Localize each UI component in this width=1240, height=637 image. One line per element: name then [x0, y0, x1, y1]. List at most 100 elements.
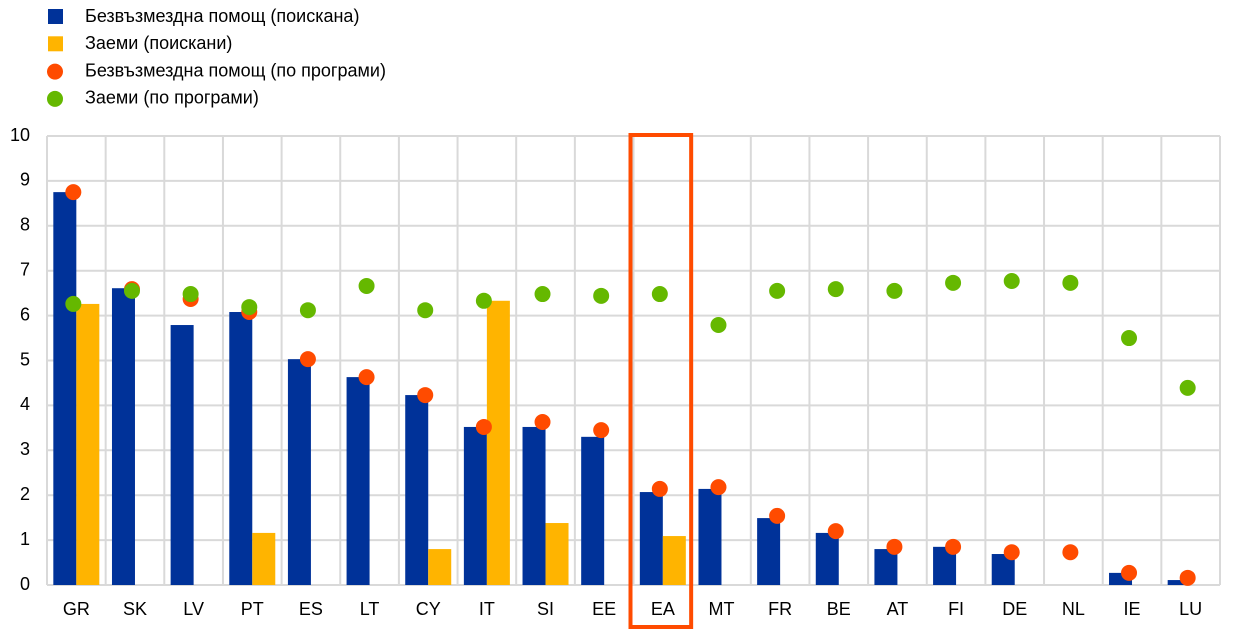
bar — [581, 436, 605, 585]
dot — [1062, 274, 1079, 291]
dot — [475, 418, 492, 435]
dot — [182, 286, 199, 303]
bar — [76, 303, 100, 585]
dot — [299, 302, 316, 319]
bar — [229, 312, 253, 585]
bar — [170, 325, 194, 585]
dot — [534, 414, 551, 431]
x-tick-label: NL — [1062, 599, 1085, 619]
dot — [123, 282, 140, 299]
x-tick-label: DE — [1002, 599, 1027, 619]
x-tick-label: LU — [1179, 599, 1202, 619]
dot — [358, 369, 375, 386]
dot — [651, 286, 668, 303]
bar — [933, 546, 957, 585]
dot — [417, 302, 434, 319]
legend-label: Безвъзмездна помощ (по програми) — [85, 60, 386, 80]
bar — [815, 532, 839, 585]
dot — [945, 274, 962, 291]
dot — [769, 282, 786, 299]
y-tick-label: 5 — [20, 349, 30, 369]
y-tick-label: 1 — [20, 529, 30, 549]
y-tick-label: 4 — [20, 394, 30, 414]
y-tick-label: 6 — [20, 304, 30, 324]
x-tick-label: SI — [537, 599, 554, 619]
bar — [111, 288, 135, 585]
x-tick-label: MT — [708, 599, 734, 619]
legend-swatch — [48, 36, 63, 52]
bar — [405, 395, 429, 585]
x-tick-label: FR — [768, 599, 792, 619]
bar — [545, 523, 569, 585]
dot — [710, 479, 727, 496]
dot — [1121, 330, 1138, 347]
bar — [698, 488, 722, 585]
x-tick-label: IT — [479, 599, 495, 619]
y-tick-label: 3 — [20, 439, 30, 459]
dot — [358, 277, 375, 294]
y-tick-label: 0 — [20, 574, 30, 594]
dot — [417, 387, 434, 404]
bar — [53, 192, 77, 585]
y-tick-label: 8 — [20, 215, 30, 235]
legend-swatch — [48, 9, 63, 24]
dot — [593, 287, 610, 304]
x-tick-label: CY — [416, 599, 441, 619]
legend-label: Заеми (поискани) — [85, 33, 232, 53]
legend-label: Заеми (по програми) — [85, 88, 259, 108]
dot — [886, 282, 903, 299]
dot — [710, 317, 727, 334]
x-tick-label: BE — [827, 599, 851, 619]
dot — [651, 480, 668, 497]
x-tick-label: IE — [1124, 599, 1141, 619]
x-tick-label: GR — [63, 599, 90, 619]
x-tick-label: EE — [592, 599, 616, 619]
y-tick-label: 10 — [10, 125, 30, 145]
dot — [534, 286, 551, 303]
dot — [475, 292, 492, 309]
bar — [463, 426, 487, 585]
y-tick-label: 7 — [20, 259, 30, 279]
legend-swatch — [47, 63, 63, 80]
bar — [346, 377, 370, 585]
x-tick-label: FI — [948, 599, 964, 619]
dot — [827, 281, 844, 298]
dot — [593, 422, 610, 439]
legend-label: Безвъзмездна помощ (поискана) — [85, 6, 359, 26]
dot — [1121, 564, 1138, 581]
dot — [65, 295, 82, 312]
bar — [757, 518, 781, 585]
x-tick-label: PT — [241, 599, 264, 619]
bar — [639, 492, 663, 585]
dot — [1179, 569, 1196, 586]
bar — [874, 549, 898, 585]
x-tick-label: EA — [651, 599, 675, 619]
bar — [1167, 580, 1191, 585]
x-tick-label: AT — [887, 599, 909, 619]
bar — [287, 359, 311, 585]
bar — [252, 532, 276, 585]
dot — [1003, 544, 1020, 561]
y-tick-label: 2 — [20, 484, 30, 504]
bar — [662, 536, 686, 585]
highlight-box — [628, 133, 694, 629]
dot — [1062, 544, 1079, 561]
dot — [827, 523, 844, 540]
dot — [945, 538, 962, 555]
y-tick-label: 9 — [20, 170, 30, 190]
x-tick-label: ES — [299, 599, 323, 619]
dot — [1003, 273, 1020, 290]
bar — [428, 549, 452, 585]
dot — [1179, 379, 1196, 396]
dot — [886, 538, 903, 555]
dot — [65, 184, 82, 201]
bar — [522, 426, 546, 585]
x-tick-label: SK — [123, 599, 147, 619]
x-tick-label: LT — [360, 599, 380, 619]
x-tick-label: LV — [183, 599, 204, 619]
dot — [769, 507, 786, 524]
dot — [241, 299, 258, 316]
bar — [991, 554, 1015, 585]
dot — [299, 351, 316, 368]
